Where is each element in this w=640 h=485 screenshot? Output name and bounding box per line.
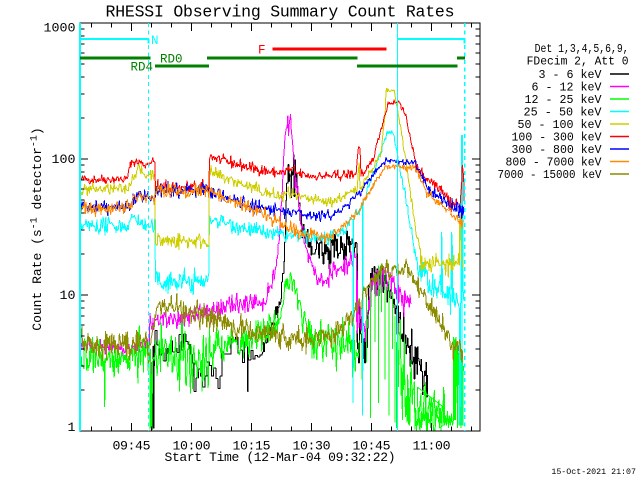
svg-text:1: 1 [68,420,76,435]
svg-text:800 - 7000 keV: 800 - 7000 keV [506,157,602,170]
svg-text:10:30: 10:30 [293,439,331,454]
svg-text:6 - 12 keV: 6 - 12 keV [532,82,602,95]
svg-text:100: 100 [52,152,76,167]
svg-text:FDecim 2, Att 0: FDecim 2, Att 0 [527,56,629,69]
svg-text:RHESSI Observing Summary Count: RHESSI Observing Summary Count Rates [106,3,455,22]
svg-text:RD0: RD0 [160,53,183,67]
svg-text:12 - 25 keV: 12 - 25 keV [525,94,602,107]
svg-text:Det 1,3,4,5,6,9,: Det 1,3,4,5,6,9, [535,43,629,56]
svg-text:10:00: 10:00 [173,439,211,454]
svg-text:N: N [151,34,159,48]
svg-text:1000: 1000 [44,21,76,36]
svg-text:15-Oct-2021 21:07: 15-Oct-2021 21:07 [551,468,636,477]
svg-text:11:00: 11:00 [413,439,451,454]
svg-text:RD4: RD4 [131,61,154,75]
svg-text:7000 - 15000 keV: 7000 - 15000 keV [498,169,602,182]
svg-text:F: F [258,44,266,58]
svg-text:Start Time (12-Mar-04 09:32:22: Start Time (12-Mar-04 09:32:22) [165,450,396,465]
svg-text:300 - 800 keV: 300 - 800 keV [512,144,602,157]
svg-text:Count Rate (s-1 detector-1): Count Rate (s-1 detector-1) [30,127,46,330]
svg-text:25 - 50 keV: 25 - 50 keV [524,107,602,120]
svg-text:10:15: 10:15 [233,439,271,454]
svg-text:10: 10 [60,288,76,303]
svg-text:100 - 300 keV: 100 - 300 keV [512,132,602,145]
svg-text:09:45: 09:45 [113,439,151,454]
svg-text:10:45: 10:45 [353,439,391,454]
svg-text:50 - 100 keV: 50 - 100 keV [518,119,602,132]
svg-text:3 - 6 keV: 3 - 6 keV [539,69,602,82]
